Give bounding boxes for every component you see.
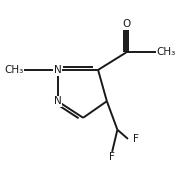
Text: N: N	[54, 65, 62, 75]
Text: F: F	[109, 152, 115, 162]
Text: F: F	[133, 134, 139, 144]
Text: CH₃: CH₃	[4, 65, 23, 75]
Text: CH₃: CH₃	[156, 47, 175, 57]
Text: N: N	[54, 96, 62, 106]
Text: O: O	[122, 19, 130, 29]
